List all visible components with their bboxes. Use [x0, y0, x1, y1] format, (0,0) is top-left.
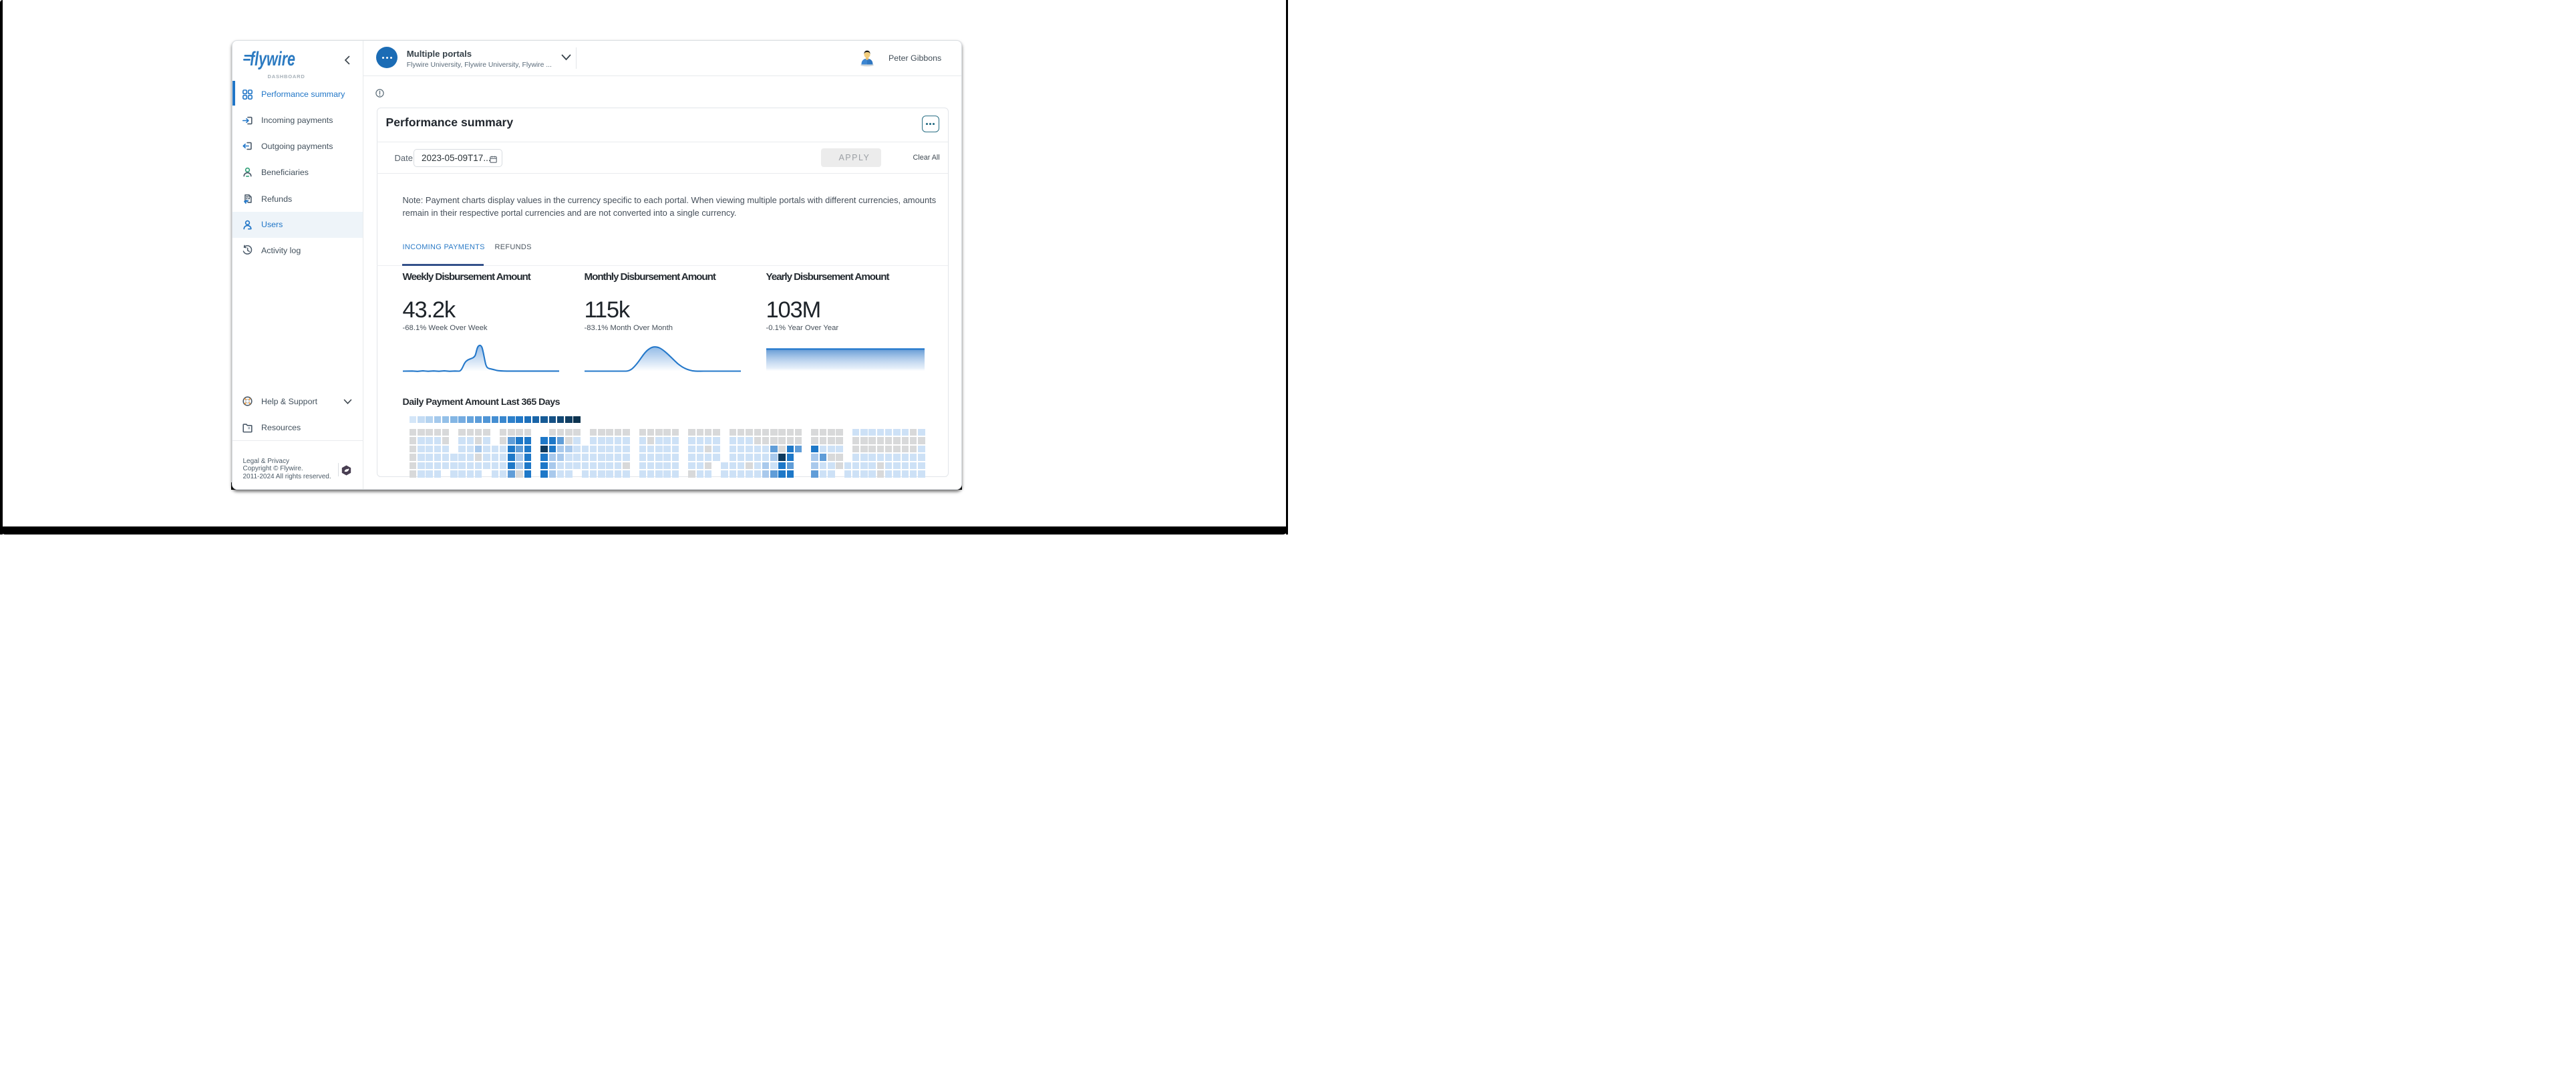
svg-text:flywire: flywire: [250, 48, 295, 70]
